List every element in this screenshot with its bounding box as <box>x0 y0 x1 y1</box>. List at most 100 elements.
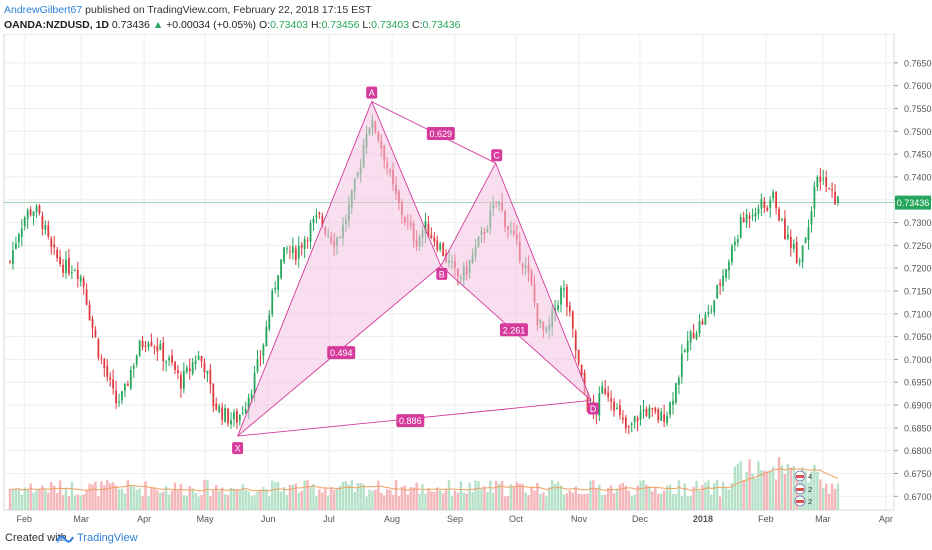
volume-bar <box>718 496 722 510</box>
volume-bar <box>433 491 436 510</box>
volume-bar <box>518 483 521 510</box>
volume-bar <box>742 479 745 510</box>
candle-body <box>35 206 38 212</box>
last-price: 0.73436 <box>111 19 150 31</box>
event-badge-count: 2 <box>808 485 812 494</box>
volume-bar <box>503 496 507 510</box>
candle-body <box>124 384 126 391</box>
candle-body <box>710 309 713 311</box>
candle-body <box>604 388 607 394</box>
volume-bar <box>394 480 398 510</box>
author-link[interactable]: AndrewGilbert67 <box>4 4 83 16</box>
volume-bar <box>329 487 333 510</box>
x-tick-label: Feb <box>758 514 774 524</box>
candle-body <box>736 238 739 243</box>
candle-body <box>17 234 20 243</box>
candle-body <box>731 245 733 263</box>
harmonic-pattern[interactable]: X A B C D 0.629 0.494 2.261 0.886 <box>232 86 599 455</box>
volume-bar <box>692 486 695 510</box>
volume-bar <box>574 486 577 510</box>
volume-bar <box>559 485 563 510</box>
candle-body <box>672 400 674 405</box>
created-with-text: Created with <box>5 532 67 544</box>
volume-ma <box>9 468 839 492</box>
volume-bar <box>424 493 427 510</box>
tradingview-logo-icon[interactable] <box>56 530 74 546</box>
volume-bar <box>232 488 236 510</box>
volume-bar <box>822 487 825 510</box>
candle-body <box>792 243 795 249</box>
volume-bar <box>388 489 392 510</box>
candle-body <box>138 340 141 356</box>
high-label: H: <box>310 19 322 31</box>
volume-bar <box>698 490 701 510</box>
volume-bar <box>710 494 713 510</box>
candle-body <box>837 196 839 203</box>
volume-bar <box>374 489 377 510</box>
candle-body <box>722 275 724 287</box>
volume-bar <box>91 484 94 510</box>
volume-bar <box>238 489 242 510</box>
candle-body <box>580 364 583 375</box>
candle-body <box>85 289 88 305</box>
candle-body <box>20 228 23 237</box>
volume-bar <box>598 484 601 510</box>
candle-body <box>781 218 783 221</box>
volume-bar <box>385 489 389 510</box>
volume-bar <box>550 479 554 510</box>
x-tick-label: Dec <box>632 514 649 524</box>
candle-body <box>200 355 203 362</box>
candle-body <box>728 261 730 271</box>
candle-body <box>32 211 35 217</box>
candle-body <box>118 401 120 403</box>
volume-bar <box>604 494 607 510</box>
volume-bar <box>689 495 692 510</box>
event-flag-icon <box>796 475 804 478</box>
candle-body <box>424 221 427 234</box>
candle-body <box>669 402 671 415</box>
volume-bar <box>85 489 88 510</box>
volume-bar <box>754 478 757 510</box>
volume-bar <box>459 481 463 510</box>
candle-body <box>159 344 162 350</box>
tradingview-brand[interactable]: TradingView <box>77 532 138 544</box>
volume-bar <box>494 480 498 510</box>
volume-bar <box>35 489 38 510</box>
pattern-ratio-tag <box>499 323 528 337</box>
high-value: 0.73456 <box>321 19 360 31</box>
candle-body <box>262 344 265 357</box>
volume-bar <box>651 491 654 510</box>
volume-bar <box>200 494 203 510</box>
volume-bar <box>686 496 689 510</box>
volume-bar <box>167 494 171 510</box>
candle-body <box>294 248 297 260</box>
candle-body <box>660 411 663 421</box>
candle-body <box>227 408 229 424</box>
event-badges[interactable]: 4 2 2 <box>794 470 812 507</box>
volume-ma-line <box>9 468 839 492</box>
volume-bar <box>707 480 710 510</box>
volume-bar <box>804 470 807 510</box>
time-axis[interactable]: Feb Mar Apr May Jun Jul Aug Sep Oct Nov Dec 2018 Feb… <box>16 514 892 524</box>
candle-body <box>141 340 144 347</box>
volume-bar <box>135 489 138 510</box>
volume-bars <box>8 457 840 510</box>
volume-bar <box>486 492 489 510</box>
volume-bar <box>657 494 660 510</box>
volume-bar <box>824 483 828 510</box>
candle-body <box>754 212 757 217</box>
volume-bar <box>639 480 642 510</box>
volume-bar <box>194 493 197 510</box>
candle-body <box>135 355 138 365</box>
pattern-ratio-tag <box>426 127 455 141</box>
pattern-point-label: C <box>493 151 500 161</box>
symbol-label[interactable]: OANDA:NZDUSD, 1D <box>4 19 109 31</box>
candle-body <box>247 397 250 412</box>
volume-bar <box>827 493 831 510</box>
volume-bar <box>456 492 460 510</box>
volume-bar <box>141 496 144 510</box>
